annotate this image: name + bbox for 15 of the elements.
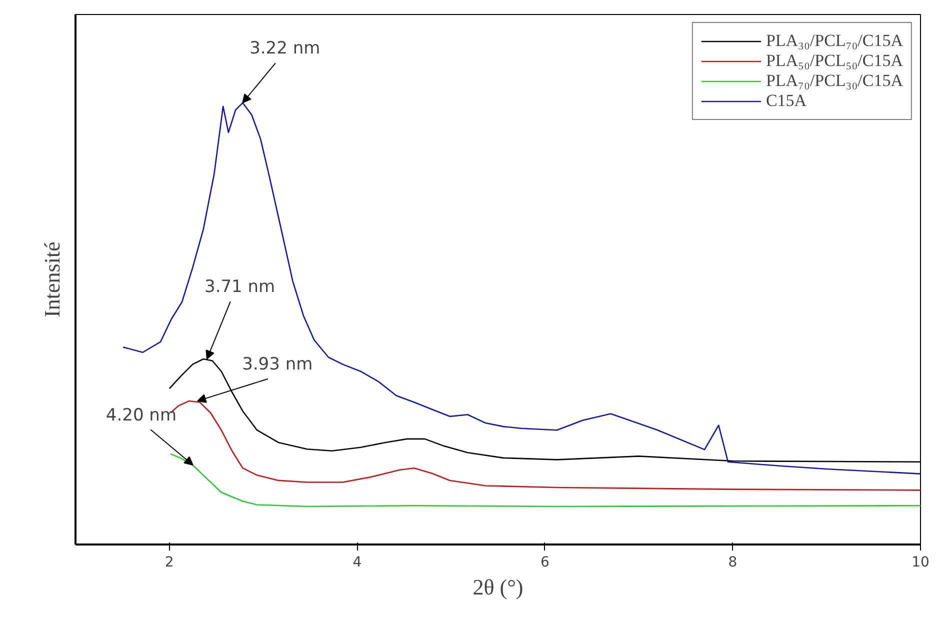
x-tick-label: 6 (540, 554, 550, 570)
x-tick-label: 10 (912, 554, 930, 570)
annotation: 3.93 nm (242, 354, 313, 374)
x-tick-label: 8 (728, 554, 738, 570)
annotation: 3.22 nm (250, 38, 320, 59)
x-axis-title: 2θ (°) (472, 574, 524, 600)
x-tick-label: 4 (352, 554, 362, 570)
annotation: 3.71 nm (204, 277, 276, 298)
annotation: 4.20 nm (106, 405, 177, 426)
legend-label: C15A (766, 91, 807, 111)
y-axis-title: Intensité (40, 242, 64, 318)
legend-label: PLA₇₀/PCL₃₀/C15A (766, 71, 903, 91)
legend-label: PLA₅₀/PCL₅₀/C15A (766, 51, 903, 71)
x-tick-label: 2 (164, 554, 174, 570)
legend-label: PLA₃₀/PCL₇₀/C15A (766, 31, 903, 51)
